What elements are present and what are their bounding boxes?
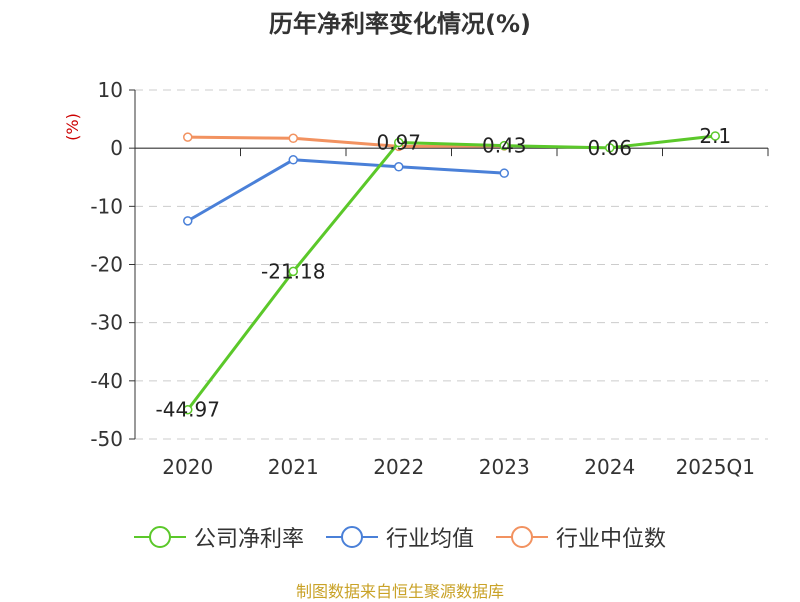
- series-layer: [183, 131, 720, 415]
- legend-item[interactable]: 公司净利率: [133, 521, 304, 553]
- data-point: [499, 168, 509, 178]
- y-tick-label: 0: [110, 136, 123, 160]
- legend-label: 行业均值: [385, 527, 474, 552]
- data-point: [183, 216, 193, 226]
- legend-marker-icon: [133, 526, 186, 548]
- x-tick-label: 2025Q1: [676, 455, 755, 479]
- legend-item[interactable]: 行业均值: [325, 521, 474, 553]
- grid-layer: [135, 89, 768, 440]
- y-tick-label: -20: [90, 253, 123, 277]
- series-line: [187, 135, 505, 148]
- data-point: [394, 137, 404, 148]
- x-tick-label: 2023: [479, 455, 530, 479]
- data-label: 0.43: [482, 134, 527, 158]
- data-label: 0.97: [376, 131, 421, 155]
- data-point: [183, 132, 193, 142]
- axis-layer: 10 0 -10 -20 -30 -40 -50 (%) 2020 2021 2022 2023 202…: [63, 78, 769, 479]
- x-tick-label: 2021: [268, 455, 319, 479]
- legend-item[interactable]: 行业中位数: [496, 521, 666, 553]
- y-tick-label: -50: [90, 427, 123, 451]
- data-label: -44.97: [156, 398, 220, 422]
- x-tick-label: 2024: [584, 455, 635, 479]
- data-label: -21.18: [261, 259, 325, 283]
- y-tick-label: -30: [90, 311, 123, 335]
- legend-marker-icon: [325, 526, 378, 548]
- legend-marker-icon: [496, 526, 548, 548]
- y-axis-label: (%): [63, 113, 82, 141]
- y-tick-label: -10: [90, 194, 123, 218]
- data-label: 0.06: [587, 136, 632, 160]
- legend: 公司净利率 行业均值 行业中位数: [0, 520, 800, 554]
- legend-label: 行业中位数: [556, 527, 667, 552]
- data-point: [288, 133, 298, 144]
- chart-title: 历年净利率变化情况(%): [269, 10, 531, 38]
- source-note: 制图数据来自恒生聚源数据库: [295, 582, 504, 601]
- y-tick-label: 10: [98, 78, 123, 102]
- data-point: [710, 131, 720, 141]
- data-point: [183, 404, 193, 415]
- data-point: [288, 266, 298, 277]
- data-point: [394, 162, 404, 172]
- series-line: [186, 158, 505, 223]
- data-point: [499, 140, 509, 151]
- series-line: [186, 134, 716, 411]
- legend-label: 公司净利率: [193, 527, 304, 552]
- data-point: [288, 155, 298, 165]
- data-label: 2.1: [699, 124, 731, 148]
- y-tick-label: -40: [90, 369, 123, 393]
- x-tick-label: 2022: [373, 455, 424, 479]
- data-label-layer: -44.97 -21.18 0.97 0.43 0.06 2.1: [156, 124, 732, 422]
- x-tick-label: 2020: [162, 455, 213, 479]
- data-point: [605, 143, 615, 153]
